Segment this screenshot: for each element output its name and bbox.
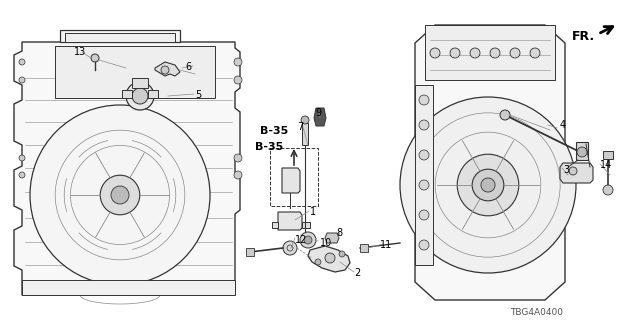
Circle shape	[19, 77, 25, 83]
Text: 3: 3	[563, 165, 569, 175]
Text: 12: 12	[295, 235, 307, 245]
Polygon shape	[415, 25, 565, 300]
Text: 10: 10	[320, 238, 332, 248]
Polygon shape	[282, 168, 300, 193]
Circle shape	[419, 180, 429, 190]
Circle shape	[472, 169, 504, 201]
Circle shape	[19, 172, 25, 178]
Circle shape	[457, 154, 519, 216]
Text: 2: 2	[354, 268, 360, 278]
Circle shape	[132, 88, 148, 104]
Text: 1: 1	[310, 207, 316, 217]
Text: B-35: B-35	[255, 142, 284, 152]
Text: 8: 8	[336, 228, 342, 238]
Circle shape	[577, 147, 587, 157]
Circle shape	[300, 232, 316, 248]
Bar	[576, 142, 588, 160]
Circle shape	[91, 54, 99, 62]
Circle shape	[481, 178, 495, 192]
Circle shape	[111, 186, 129, 204]
Circle shape	[339, 251, 345, 257]
Polygon shape	[60, 30, 180, 42]
Circle shape	[19, 155, 25, 161]
Bar	[270, 148, 318, 206]
Circle shape	[301, 116, 309, 124]
Circle shape	[400, 97, 576, 273]
Polygon shape	[14, 42, 240, 295]
Circle shape	[419, 210, 429, 220]
Circle shape	[603, 185, 613, 195]
Circle shape	[500, 110, 510, 120]
Bar	[132, 78, 148, 88]
Text: 6: 6	[185, 62, 191, 72]
Bar	[302, 123, 308, 145]
Polygon shape	[314, 108, 326, 126]
Circle shape	[569, 167, 577, 175]
Circle shape	[325, 253, 335, 263]
Circle shape	[470, 48, 480, 58]
Bar	[415, 85, 433, 265]
Text: TBG4A0400: TBG4A0400	[510, 308, 563, 317]
Bar	[246, 248, 254, 256]
Circle shape	[161, 66, 169, 74]
Circle shape	[419, 95, 429, 105]
Circle shape	[430, 48, 440, 58]
Text: 4: 4	[560, 120, 566, 130]
Circle shape	[100, 175, 140, 215]
Circle shape	[510, 48, 520, 58]
Circle shape	[450, 48, 460, 58]
Polygon shape	[272, 222, 278, 228]
Circle shape	[234, 58, 242, 66]
Text: 13: 13	[74, 47, 86, 57]
Text: FR.: FR.	[572, 30, 595, 43]
Text: 7: 7	[297, 122, 303, 132]
Bar	[360, 244, 368, 252]
Polygon shape	[325, 233, 339, 243]
Circle shape	[283, 241, 297, 255]
Circle shape	[419, 240, 429, 250]
Circle shape	[315, 259, 321, 265]
Polygon shape	[155, 62, 180, 76]
Polygon shape	[302, 222, 310, 228]
Circle shape	[304, 236, 312, 244]
Circle shape	[234, 154, 242, 162]
Bar	[122, 90, 132, 98]
Circle shape	[30, 105, 210, 285]
Bar	[22, 280, 235, 295]
Bar	[603, 151, 613, 159]
Text: 14: 14	[600, 160, 612, 170]
Bar	[55, 46, 215, 98]
Polygon shape	[560, 163, 593, 183]
Circle shape	[419, 120, 429, 130]
Bar	[65, 33, 175, 42]
Bar	[425, 25, 555, 80]
Text: 11: 11	[380, 240, 392, 250]
Polygon shape	[308, 246, 350, 272]
Circle shape	[234, 171, 242, 179]
Text: 9: 9	[315, 108, 321, 118]
Circle shape	[126, 82, 154, 110]
Text: B-35: B-35	[260, 126, 288, 136]
Text: 5: 5	[195, 90, 201, 100]
Polygon shape	[278, 212, 302, 230]
Bar	[148, 90, 158, 98]
Circle shape	[19, 59, 25, 65]
Circle shape	[490, 48, 500, 58]
Circle shape	[530, 48, 540, 58]
Circle shape	[234, 76, 242, 84]
Circle shape	[419, 150, 429, 160]
